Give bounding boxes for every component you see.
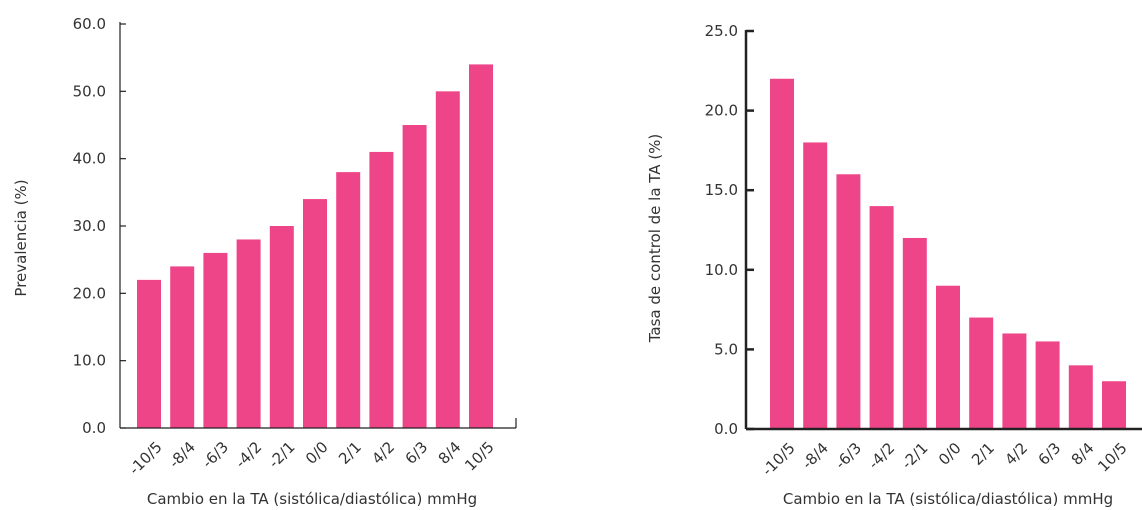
- prevalence-x-tick-label: 4/2: [368, 438, 398, 468]
- prevalence-x-tick-label: 10/5: [461, 438, 498, 475]
- prevalence-y-tick-label: 40.0: [73, 150, 106, 168]
- prevalence-x-tick-label: -10/5: [125, 438, 165, 478]
- control-rate-bar: [902, 237, 927, 429]
- prevalence-x-ticks: -10/5 -8/4 -6/3 -4/2 -2/1 0/0 2/1 4/2 6/3 8/410/5: [125, 438, 497, 478]
- prevalence-x-tick-label: -8/4: [165, 438, 199, 472]
- control-rate-bar: [836, 174, 861, 429]
- control-rate-x-tick-label: -8/4: [798, 439, 832, 473]
- control-rate-bar: [1068, 365, 1093, 429]
- control-rate-y-tick-label: 10.0: [705, 261, 738, 279]
- control-rate-bar: [1102, 381, 1126, 429]
- prevalence-x-tick-label: 8/4: [435, 438, 465, 468]
- control-rate-bar: [869, 206, 894, 429]
- prevalence-bar: [402, 125, 427, 428]
- prevalence-bar: [269, 226, 294, 428]
- prevalence-y-axis-title: Prevalencia (%): [12, 179, 30, 296]
- control-rate-bars: [770, 78, 1126, 429]
- prevalence-x-tick-label: -6/3: [199, 438, 233, 472]
- prevalence-bar: [369, 151, 394, 428]
- prevalence-x-tick-label: -4/2: [232, 438, 266, 472]
- control-rate-chart: 0.0 5.0 10.0 15.0 20.0 25.0 -10/5 -8/4 -6/3 -4/2…: [646, 22, 1142, 508]
- control-rate-bar: [936, 285, 960, 429]
- prevalence-y-tick-label: 0.0: [82, 419, 106, 437]
- control-rate-x-ticks: -10/5 -8/4 -6/3 -4/2 -2/1 0/0 2/1 4/2 6/3 8/410/5: [758, 439, 1130, 479]
- control-rate-y-tick-label: 15.0: [705, 181, 738, 199]
- control-rate-bar: [1035, 341, 1060, 429]
- prevalence-bar: [435, 91, 460, 428]
- prevalence-bar: [303, 199, 327, 428]
- control-rate-x-tick-label: 10/5: [1094, 439, 1131, 476]
- control-rate-y-axis-title: Tasa de control de la TA (%): [646, 134, 664, 344]
- prevalence-bar: [203, 252, 228, 428]
- control-rate-bar: [803, 142, 828, 429]
- prevalence-y-tick-label: 20.0: [73, 284, 106, 302]
- control-rate-y-ticks: 0.0 5.0 10.0 15.0 20.0 25.0: [705, 22, 754, 438]
- control-rate-x-tick-label: -10/5: [758, 439, 798, 479]
- prevalence-bar: [336, 172, 361, 428]
- prevalence-x-tick-label: 2/1: [335, 438, 365, 468]
- prevalence-bars: [137, 64, 493, 429]
- prevalence-y-tick-label: 10.0: [73, 352, 106, 370]
- control-rate-x-tick-label: -4/2: [865, 439, 899, 473]
- control-rate-x-axis-title: Cambio en la TA (sistólica/diastólica) m…: [783, 490, 1113, 508]
- control-rate-x-tick-label: 2/1: [968, 439, 998, 469]
- control-rate-x-tick-label: -6/3: [832, 439, 866, 473]
- prevalence-chart: 0.0 10.0 20.0 30.0 40.0 50.0 60.0 -10/5 -8/4 -6/…: [12, 15, 517, 508]
- prevalence-x-axis-title: Cambio en la TA (sistólica/diastólica) m…: [147, 490, 477, 508]
- control-rate-x-tick-label: -2/1: [898, 439, 932, 473]
- prevalence-bar: [236, 239, 261, 428]
- control-rate-x-tick-label: 6/3: [1035, 439, 1065, 469]
- prevalence-y-tick-label: 30.0: [73, 217, 106, 235]
- control-rate-y-tick-label: 20.0: [705, 102, 738, 120]
- prevalence-y-tick-label: 60.0: [73, 15, 106, 33]
- control-rate-y-tick-label: 5.0: [714, 340, 738, 358]
- prevalence-bar: [137, 279, 161, 428]
- control-rate-bar: [770, 78, 794, 429]
- control-rate-y-tick-label: 0.0: [714, 420, 738, 438]
- prevalence-y-ticks: 0.0 10.0 20.0 30.0 40.0 50.0 60.0: [73, 15, 126, 437]
- control-rate-bar: [1002, 333, 1027, 429]
- prevalence-y-tick-label: 50.0: [73, 82, 106, 100]
- control-rate-x-tick-label: 4/2: [1001, 439, 1031, 469]
- prevalence-bar: [170, 266, 195, 428]
- prevalence-x-tick-label: 6/3: [402, 438, 432, 468]
- control-rate-bar: [969, 317, 994, 429]
- control-rate-x-tick-label: 8/4: [1068, 439, 1098, 469]
- prevalence-bar: [469, 64, 493, 429]
- control-rate-y-tick-label: 25.0: [705, 22, 738, 40]
- prevalence-x-tick-label: 0/0: [302, 438, 332, 468]
- prevalence-x-tick-label: -2/1: [265, 438, 299, 472]
- control-rate-x-tick-label: 0/0: [935, 439, 965, 469]
